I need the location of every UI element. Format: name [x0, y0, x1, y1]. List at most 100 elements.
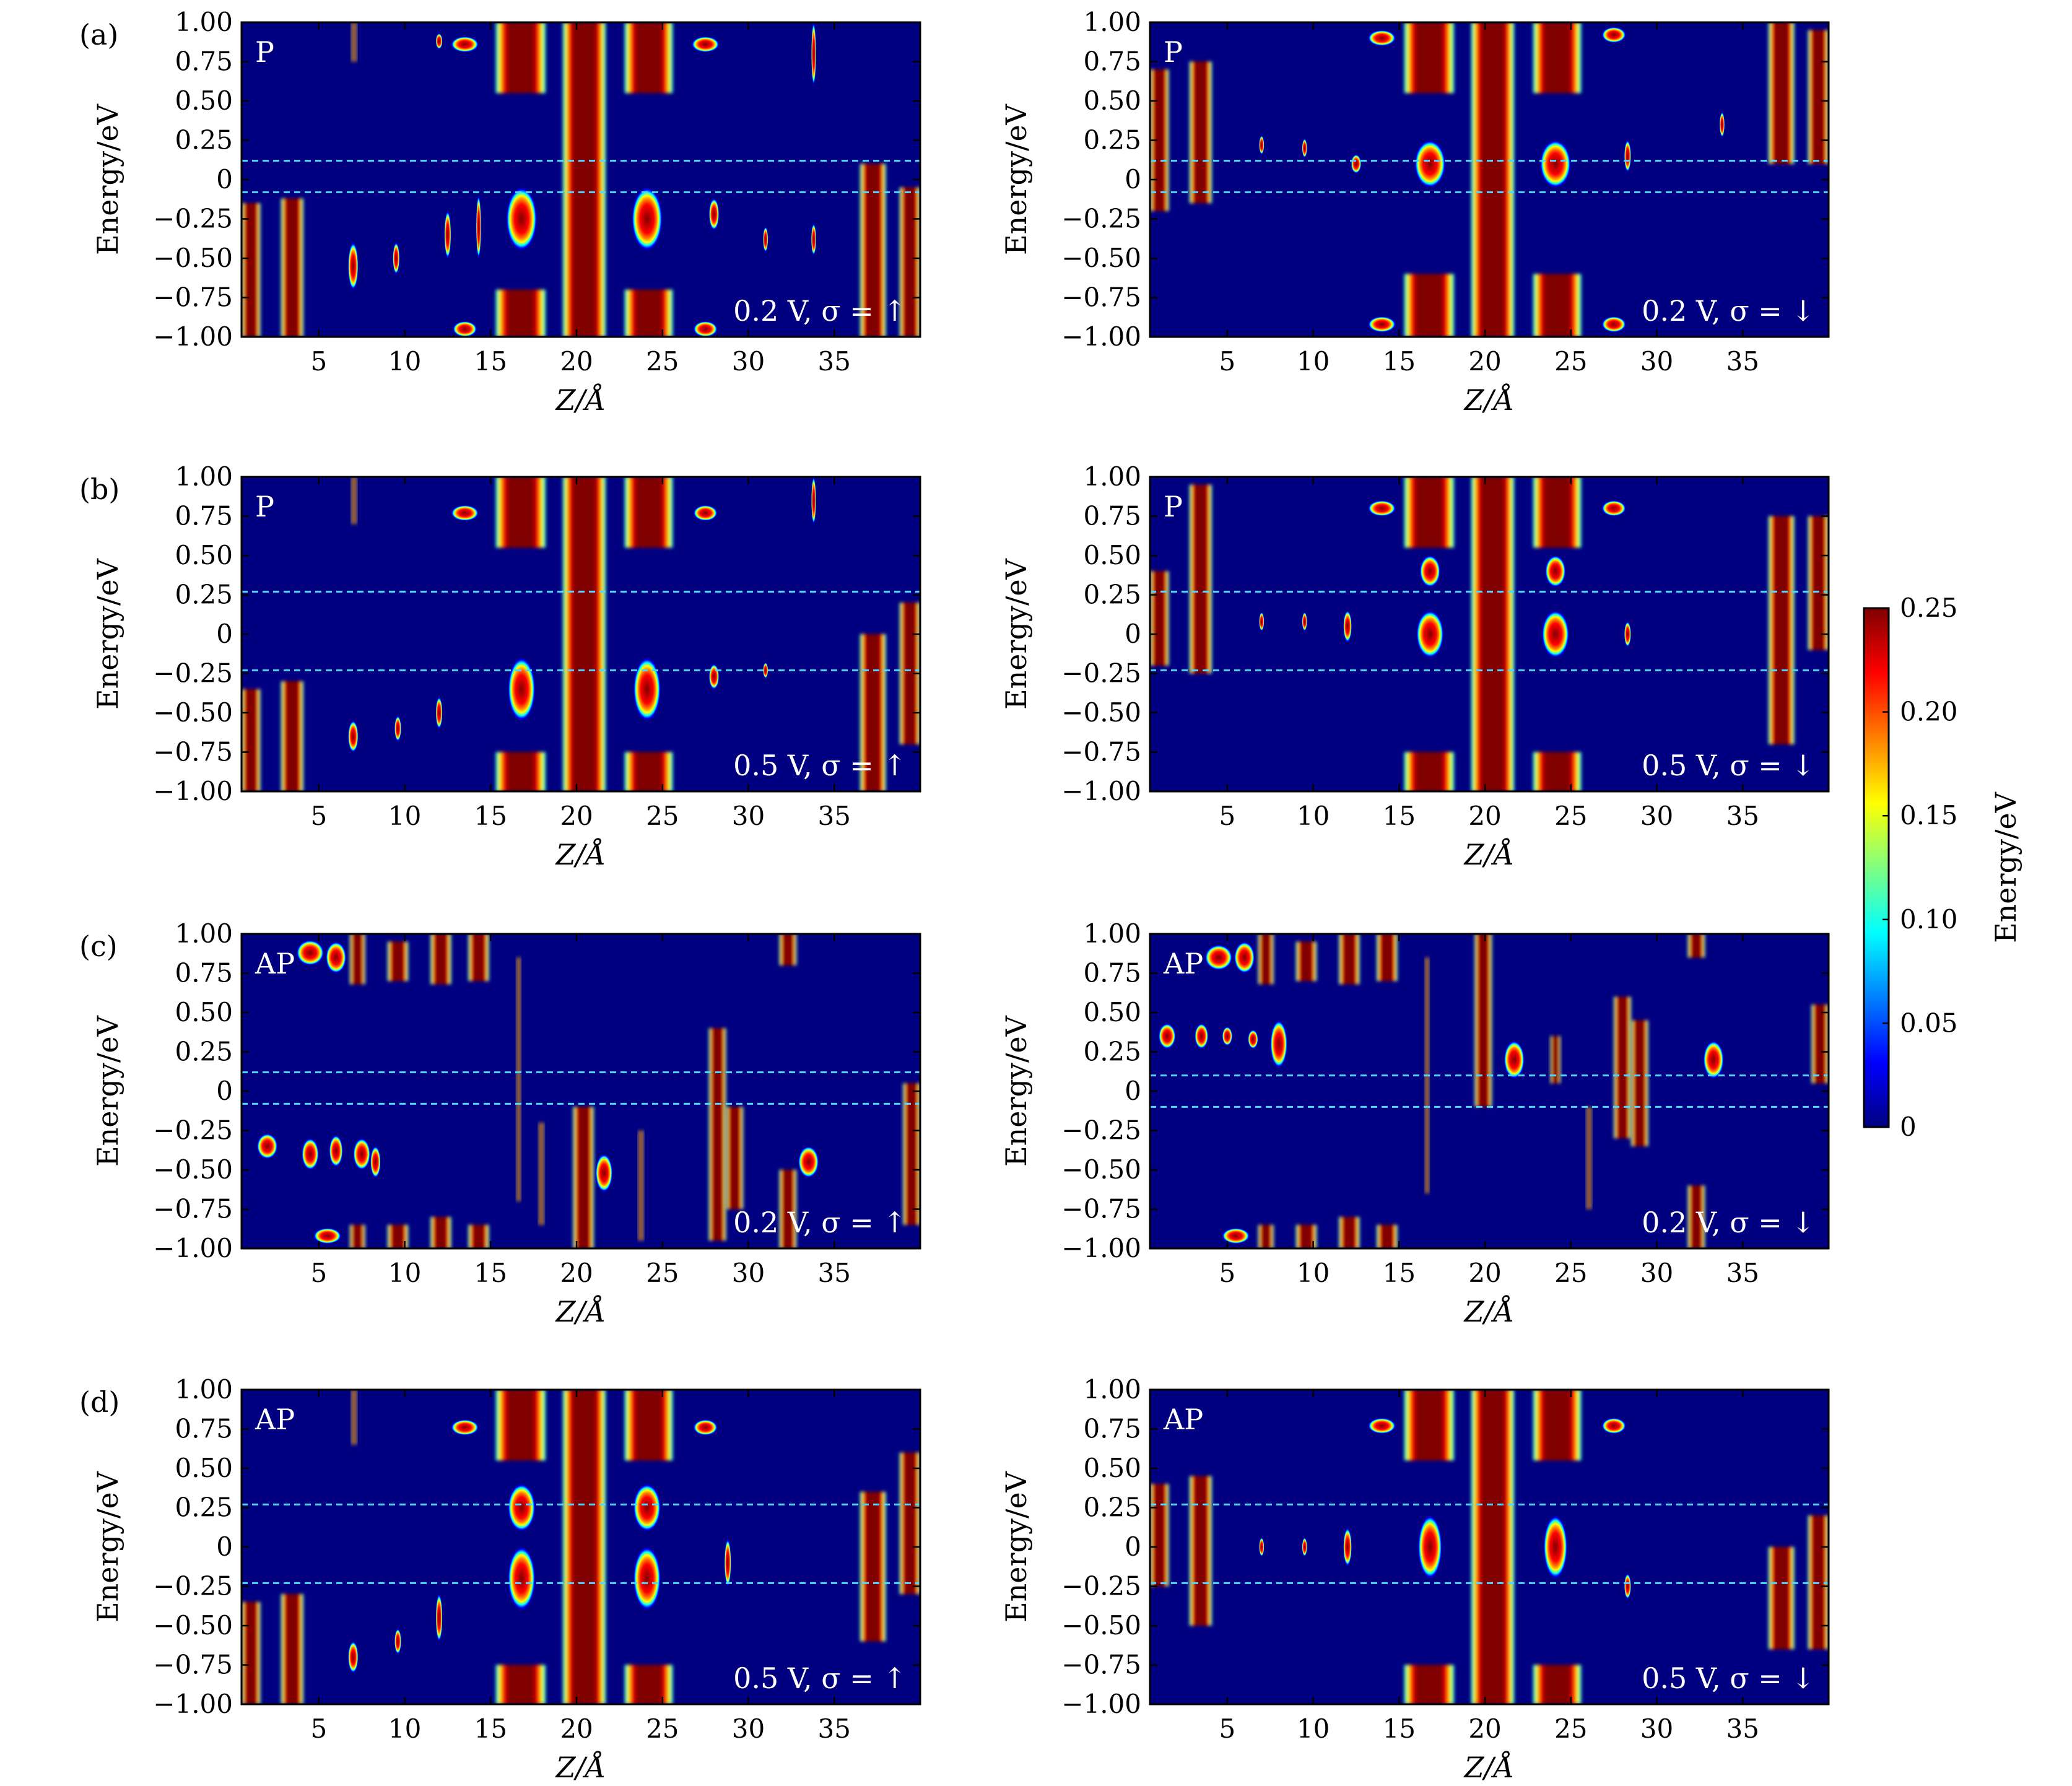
density-blob: [1195, 1023, 1209, 1049]
density-blob: [691, 36, 720, 53]
heatmap-features: [242, 1390, 920, 1704]
density-band: [351, 1390, 357, 1445]
density-blob: [435, 1594, 443, 1642]
density-blob: [508, 1547, 536, 1610]
y-tick-label: 0.75: [175, 1414, 233, 1444]
y-tick-label: −0.75: [153, 1650, 233, 1680]
row-labels: (a) (b) (c) (d): [79, 18, 120, 1419]
density-blob: [1416, 610, 1444, 658]
x-tick-label: 5: [1219, 801, 1235, 831]
density-band: [1533, 1390, 1582, 1461]
y-tick-label: 0.50: [175, 540, 233, 570]
density-blob: [595, 1154, 613, 1192]
density-blob: [1601, 27, 1626, 43]
x-tick-label: 15: [1383, 346, 1416, 377]
x-axis-label: Z/Å: [555, 1750, 606, 1784]
y-tick-label: −1.00: [1061, 1233, 1141, 1263]
density-band: [1189, 484, 1212, 674]
density-band: [349, 1224, 365, 1248]
y-axis-label: Energy/eV: [91, 1471, 124, 1623]
density-band: [1533, 274, 1582, 337]
density-blob: [1703, 1040, 1724, 1079]
density-blob: [444, 211, 451, 258]
colorbar-tick-label: 0.20: [1900, 697, 1958, 727]
density-blob: [1419, 555, 1440, 587]
y-axis-label: Energy/eV: [91, 103, 124, 255]
x-tick-label: 35: [1726, 346, 1759, 377]
x-tick-label: 30: [1640, 346, 1673, 377]
density-blob: [631, 187, 663, 251]
density-blob: [811, 224, 817, 255]
density-band: [1189, 61, 1212, 204]
density-blob: [1222, 1026, 1233, 1046]
y-tick-label: −1.00: [153, 321, 233, 352]
density-band: [281, 1594, 303, 1704]
density-band: [1404, 1390, 1455, 1461]
density-band: [468, 1224, 489, 1248]
density-band: [1768, 22, 1795, 164]
x-tick-label: 15: [474, 1258, 507, 1288]
density-blob: [329, 1135, 343, 1167]
panel-1-0: 1.00 0.75 0.50 0.25 0 −0.25 −0.50 −0.75 −1.00 5 10…: [91, 461, 921, 871]
x-tick-label: 5: [1219, 1714, 1235, 1744]
panel-config-label: AP: [1163, 1403, 1203, 1436]
density-blob: [1601, 1418, 1626, 1434]
y-tick-label: 0.50: [1083, 1453, 1141, 1483]
y-tick-label: −0.25: [1061, 1115, 1141, 1146]
panel-config-label: AP: [1163, 947, 1203, 980]
x-tick-label: 20: [1468, 1258, 1501, 1288]
density-blob: [435, 33, 443, 50]
x-tick-label: 30: [1640, 1258, 1673, 1288]
y-tick-label: 0.75: [1083, 46, 1141, 77]
density-band: [1404, 1665, 1455, 1704]
x-tick-label: 30: [732, 346, 765, 377]
density-blob: [1259, 612, 1265, 631]
density-band: [779, 1170, 797, 1248]
bias-spin-annotation: 0.2 V, σ = ↑: [733, 1206, 907, 1239]
density-band: [468, 934, 489, 982]
x-tick-label: 20: [560, 1714, 593, 1744]
density-band: [1404, 274, 1455, 337]
panel-config-label: P: [255, 35, 274, 69]
y-tick-label: 0.25: [1083, 580, 1141, 610]
y-tick-label: −1.00: [1061, 1689, 1141, 1719]
density-band: [1474, 934, 1492, 1107]
density-blob: [1624, 621, 1631, 647]
x-axis-label: Z/Å: [1463, 383, 1515, 417]
y-tick-label: −0.75: [1061, 282, 1141, 313]
density-band: [860, 1492, 886, 1642]
density-blob: [1504, 1040, 1525, 1079]
density-blob: [451, 36, 479, 53]
y-tick-label: −1.00: [1061, 776, 1141, 806]
density-band: [1808, 30, 1829, 164]
density-blob: [1368, 500, 1396, 516]
density-blob: [508, 1484, 536, 1531]
density-band: [1533, 752, 1582, 791]
bias-spin-annotation: 0.5 V, σ = ↓: [1642, 749, 1815, 782]
density-blob: [451, 505, 479, 521]
y-tick-label: 0: [216, 1076, 233, 1106]
y-tick-label: 0: [1125, 619, 1141, 649]
density-band: [1404, 477, 1455, 548]
density-band: [430, 934, 451, 985]
density-blob: [1234, 941, 1255, 974]
density-blob: [1368, 316, 1396, 333]
x-tick-label: 10: [388, 1258, 421, 1288]
density-band: [242, 203, 261, 337]
density-blob: [798, 1146, 819, 1178]
density-band: [1377, 1224, 1398, 1248]
y-tick-label: 1.00: [1083, 918, 1141, 949]
x-tick-label: 20: [560, 1258, 593, 1288]
x-tick-label: 15: [474, 1714, 507, 1744]
density-band: [899, 187, 920, 337]
density-band: [516, 957, 521, 1201]
y-tick-label: −0.25: [1061, 1571, 1141, 1601]
colorbar-tick-label: 0.10: [1900, 904, 1958, 934]
x-tick-label: 20: [1468, 1714, 1501, 1744]
y-tick-label: −0.25: [1061, 204, 1141, 234]
x-tick-label: 20: [560, 346, 593, 377]
density-band: [495, 752, 546, 791]
density-blob: [353, 1138, 371, 1170]
y-tick-label: 0.75: [1083, 958, 1141, 988]
density-blob: [633, 658, 661, 721]
